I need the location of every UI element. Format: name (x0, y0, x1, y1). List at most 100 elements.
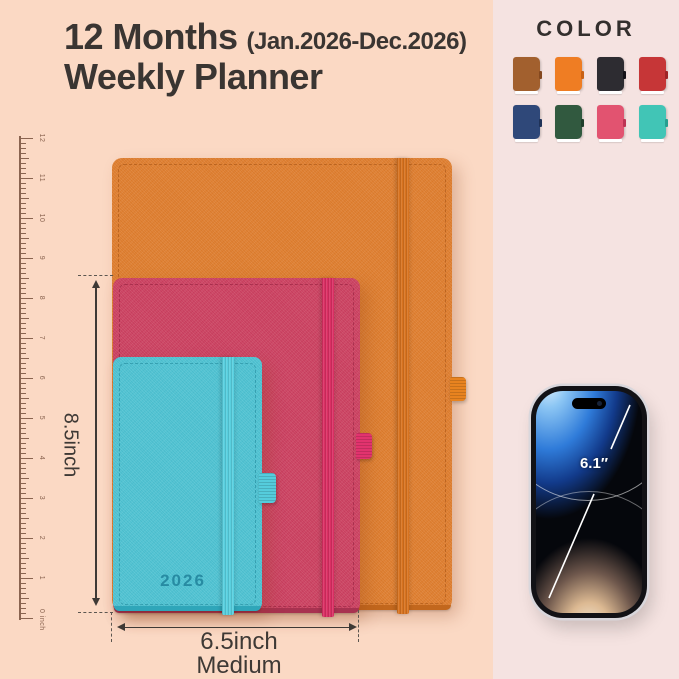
color-swatch-red (639, 57, 668, 94)
ruler-tick (20, 483, 26, 484)
swatch-band (623, 119, 626, 127)
measure-dash-bottom-left (111, 612, 112, 642)
pen-loop (356, 433, 372, 459)
ruler-tick (20, 323, 26, 324)
color-swatch-brown (513, 57, 542, 94)
inch-ruler: 12 11 10 9 8 7 6 5 4 3 2 1 0 inch (19, 134, 65, 631)
planner-cover (113, 357, 262, 611)
ruler-tick (20, 563, 26, 564)
ruler-tick (20, 443, 26, 444)
ruler-tick (20, 198, 29, 199)
ruler-tick (20, 298, 33, 299)
ruler-tick (20, 438, 29, 439)
pen-loop (450, 377, 466, 401)
ruler-tick (20, 598, 29, 599)
swatch-cover (513, 57, 540, 91)
page-subtitle: Weekly Planner (64, 56, 323, 97)
ruler-tick (20, 383, 26, 384)
color-swatch-black (597, 57, 626, 94)
ruler-tick (20, 428, 26, 429)
ruler-tick (20, 218, 33, 219)
ruler-tick (20, 348, 26, 349)
measure-arrow-left (117, 623, 125, 631)
planner-year: 2026 (160, 571, 206, 590)
ruler-tick (20, 553, 26, 554)
ruler-label: 10 (38, 213, 45, 223)
height-measure-line (95, 287, 97, 599)
ruler-tick (20, 543, 26, 544)
measure-dash-bottom (78, 612, 113, 613)
ruler-tick (20, 163, 26, 164)
swatch-pages (641, 139, 664, 142)
measure-dash-bottom-right (358, 610, 359, 642)
swatch-cover (597, 57, 624, 91)
ruler-label: 8 (38, 295, 45, 301)
ruler-label: 9 (38, 255, 45, 261)
ruler-tick (20, 363, 26, 364)
width-size-label: 6.5inch Medium (118, 628, 360, 679)
planner-page-edge (114, 606, 261, 611)
ruler-tick (20, 353, 26, 354)
swatch-cover (639, 105, 666, 139)
swatch-pages (557, 91, 580, 94)
ruler-tick (20, 573, 26, 574)
ruler-tick (20, 448, 26, 449)
swatch-band (665, 71, 668, 79)
ruler-tick (20, 498, 33, 499)
ruler-tick (20, 138, 33, 139)
height-label: 8.5inch (59, 412, 82, 478)
ruler-tick (20, 473, 26, 474)
ruler-tick (20, 488, 26, 489)
ruler-tick (20, 603, 26, 604)
width-label: 6.5inch (200, 628, 278, 655)
ruler-tick (20, 158, 29, 159)
swatch-cover (597, 105, 624, 139)
ruler-tick (20, 453, 26, 454)
ruler-tick (20, 568, 26, 569)
swatch-pages (599, 91, 622, 94)
color-swatch-teal (639, 105, 668, 142)
ruler-tick (20, 318, 29, 319)
ruler-label: 11 (38, 173, 45, 183)
ruler-label: 2 (38, 535, 45, 541)
ruler-tick (20, 528, 26, 529)
ruler-tick (20, 423, 26, 424)
color-swatch-green (555, 105, 584, 142)
ruler-tick (20, 608, 26, 609)
ruler-label: 3 (38, 495, 45, 501)
color-swatch-navy (513, 105, 542, 142)
date-range: (Jan.2026-Dec.2026) (246, 28, 467, 55)
camera-icon (597, 401, 602, 406)
ruler-tick (20, 463, 26, 464)
elastic-band (322, 278, 334, 617)
swatch-band (539, 119, 542, 127)
ruler-label: 7 (38, 335, 45, 341)
swatch-cover (513, 105, 540, 139)
elastic-band (222, 357, 234, 615)
swatch-pages (641, 91, 664, 94)
ruler-tick (20, 293, 26, 294)
ruler-tick (20, 468, 26, 469)
teal-small-planner: 2026 (113, 357, 276, 615)
ruler-tick (20, 433, 26, 434)
ruler-tick (20, 538, 33, 539)
measure-arrow-right (349, 623, 357, 631)
ruler-tick (20, 188, 26, 189)
ruler-tick (20, 343, 26, 344)
ruler-tick (20, 273, 26, 274)
color-swatch-rose (597, 105, 626, 142)
ruler-tick (20, 248, 26, 249)
measure-dash-top (78, 275, 113, 276)
ruler-tick (20, 263, 26, 264)
swatch-band (581, 119, 584, 127)
ruler-tick (20, 508, 26, 509)
ruler-label: 0 inch (38, 609, 45, 631)
ruler-tick (20, 613, 26, 614)
ruler-label: 5 (38, 415, 45, 421)
ruler-tick (20, 373, 26, 374)
diagonal-measure-line (548, 404, 631, 599)
ruler-tick (20, 588, 26, 589)
ruler-tick (20, 338, 33, 339)
width-measure-line (124, 626, 354, 628)
